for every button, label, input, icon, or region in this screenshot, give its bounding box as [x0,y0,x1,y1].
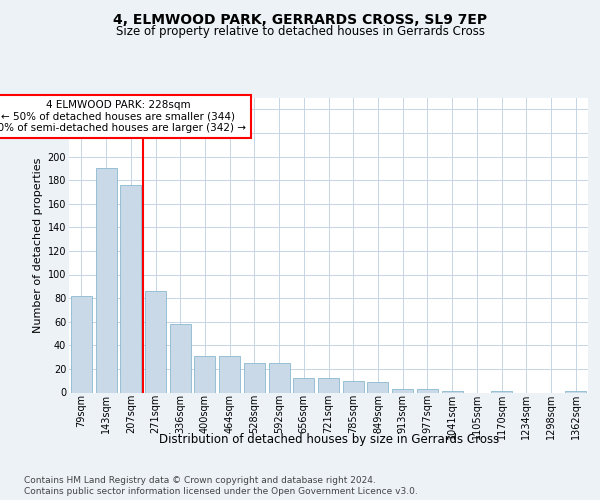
Bar [392,389,413,392]
Y-axis label: Number of detached properties: Number of detached properties [34,158,43,332]
Text: 4 ELMWOOD PARK: 228sqm
← 50% of detached houses are smaller (344)
50% of semi-de: 4 ELMWOOD PARK: 228sqm ← 50% of detached… [0,100,246,133]
Bar [145,291,166,392]
Text: 4, ELMWOOD PARK, GERRARDS CROSS, SL9 7EP: 4, ELMWOOD PARK, GERRARDS CROSS, SL9 7EP [113,12,487,26]
Bar [219,356,240,393]
Bar [269,363,290,392]
Text: Distribution of detached houses by size in Gerrards Cross: Distribution of detached houses by size … [158,432,499,446]
Text: Size of property relative to detached houses in Gerrards Cross: Size of property relative to detached ho… [115,25,485,38]
Bar [293,378,314,392]
Bar [170,324,191,392]
Bar [318,378,339,392]
Bar [71,296,92,392]
Bar [120,185,141,392]
Bar [194,356,215,393]
Bar [367,382,388,392]
Bar [417,389,438,392]
Bar [244,363,265,392]
Bar [95,168,116,392]
Bar [343,380,364,392]
Text: Contains public sector information licensed under the Open Government Licence v3: Contains public sector information licen… [24,488,418,496]
Text: Contains HM Land Registry data © Crown copyright and database right 2024.: Contains HM Land Registry data © Crown c… [24,476,376,485]
